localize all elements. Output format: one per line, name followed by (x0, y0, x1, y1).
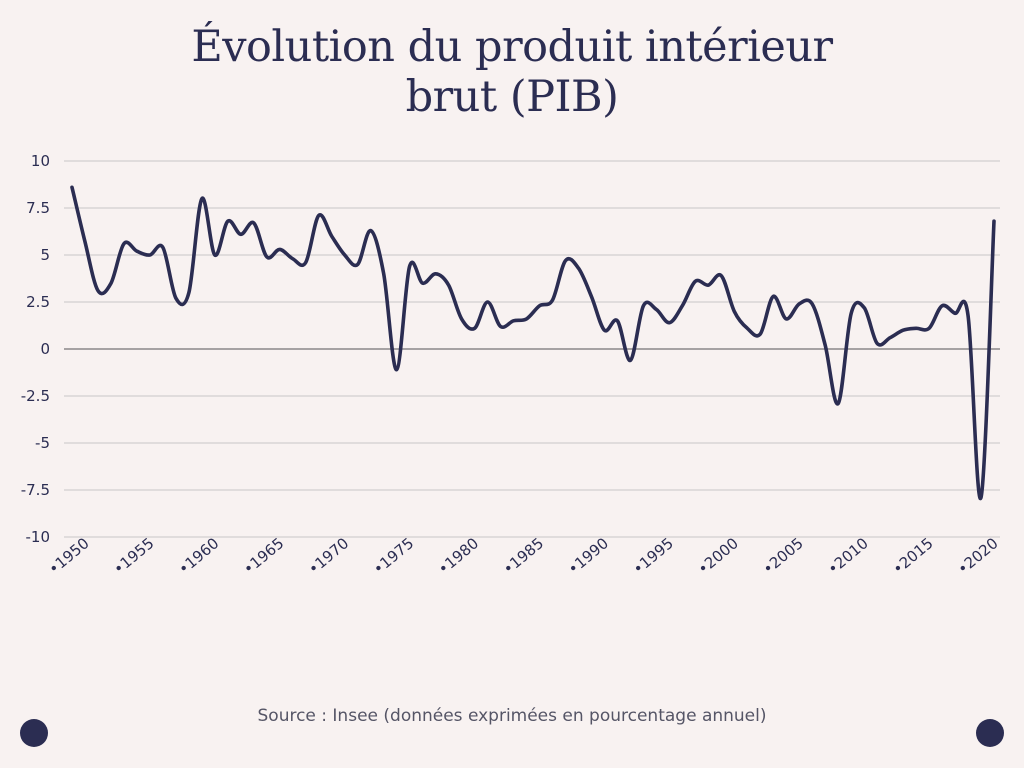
y-tick-label: -7.5 (21, 481, 50, 499)
x-tick-label: •2005 (759, 534, 807, 578)
x-tick-label: •1965 (240, 534, 288, 578)
y-tick-label: 2.5 (26, 293, 50, 311)
decorative-dot-right (976, 719, 1004, 747)
x-tick-label: •2000 (694, 534, 742, 578)
gdp-series-line (70, 185, 996, 501)
y-tick-label: 10 (31, 152, 50, 170)
chart-title: Évolution du produit intérieur brut (PIB… (0, 22, 1024, 122)
x-tick-label: •1980 (435, 534, 483, 578)
x-tick-label: •1955 (110, 534, 158, 578)
x-tick-label: •1995 (629, 534, 677, 578)
x-tick-label: •2015 (889, 534, 937, 578)
y-tick-label: 5 (40, 246, 50, 264)
x-tick-label: •1975 (370, 534, 418, 578)
decorative-dot-left (20, 719, 48, 747)
y-tick-label: 0 (40, 340, 50, 358)
x-tick-label: •2020 (954, 534, 1002, 578)
x-tick-label: •1970 (305, 534, 353, 578)
y-tick-label: 7.5 (26, 199, 50, 217)
x-tick-label: •1950 (45, 534, 93, 578)
y-tick-label: -2.5 (21, 387, 50, 405)
source-note: Source : Insee (données exprimées en pou… (257, 706, 767, 726)
chart-grid (64, 160, 1000, 538)
y-tick-label: -10 (26, 528, 51, 546)
chart-title-line-1: Évolution du produit intérieur (191, 22, 833, 72)
y-axis: 10 7.5 5 2.5 0 -2.5 -5 -7.5 -10 (21, 152, 50, 546)
x-axis: •1950 •1955 •1960 •1965 •1970 •1975 •1980 •1985… (45, 534, 1002, 578)
x-tick-label: •2010 (824, 534, 872, 578)
y-tick-label: -5 (35, 434, 50, 452)
x-tick-label: •1985 (499, 534, 547, 578)
chart-title-line-2: brut (PIB) (405, 72, 619, 122)
chart-series (70, 185, 996, 501)
x-tick-label: •1960 (175, 534, 223, 578)
x-tick-label: •1990 (564, 534, 612, 578)
